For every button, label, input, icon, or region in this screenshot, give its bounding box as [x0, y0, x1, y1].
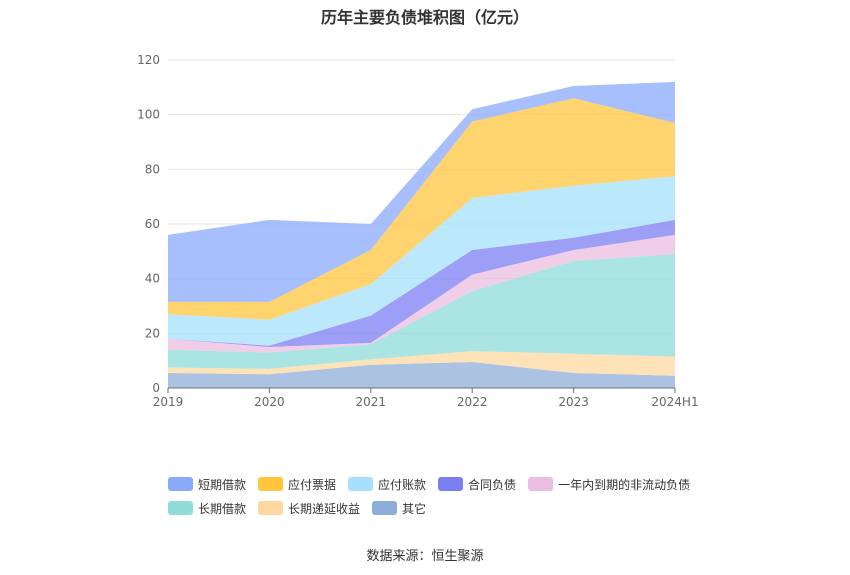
- legend-label: 短期借款: [198, 477, 247, 492]
- legend-swatch: [372, 501, 398, 515]
- y-tick-label: 100: [137, 108, 160, 122]
- legend-label: 应付票据: [288, 477, 337, 492]
- area-合同负债: [168, 219, 675, 347]
- legend-row: 长期借款 长期递延收益 其它: [168, 496, 728, 520]
- y-tick-label: 120: [137, 53, 160, 67]
- area-一年内到期的非流动负债: [168, 234, 675, 353]
- legend-item[interactable]: 长期借款: [168, 500, 246, 517]
- legend-item[interactable]: 长期递延收益: [258, 500, 360, 517]
- legend-swatch: [168, 501, 193, 515]
- legend-item[interactable]: 应付账款: [348, 476, 426, 493]
- x-tick-label: 2021: [356, 395, 387, 409]
- legend-label: 一年内到期的非流动负债: [558, 477, 691, 492]
- y-tick-label: 40: [145, 272, 160, 286]
- stacked-area-chart: 0 20 40 60 80 100 120 2019 2020 2021 2022 2023 2024H…: [137, 53, 699, 409]
- legend-label: 应付账款: [378, 477, 427, 492]
- chart-title: 历年主要负债堆积图（亿元）: [320, 8, 529, 27]
- legend-swatch: [258, 501, 284, 515]
- legend-swatch: [258, 477, 284, 491]
- y-tick-label: 0: [152, 381, 160, 395]
- legend-item[interactable]: 合同负债: [438, 476, 516, 493]
- legend-item[interactable]: 短期借款: [168, 476, 246, 493]
- x-tick-label: 2019: [153, 395, 184, 409]
- y-tick-label: 20: [145, 326, 160, 340]
- legend-label: 长期递延收益: [288, 501, 361, 516]
- area-长期借款: [168, 254, 675, 369]
- area-短期借款: [168, 81, 675, 302]
- x-tick-label: 2020: [254, 395, 285, 409]
- x-tick-label: 2024H1: [651, 395, 698, 409]
- area-应付账款: [168, 176, 675, 346]
- y-tick-label: 80: [145, 162, 160, 176]
- legend-label: 长期借款: [198, 501, 247, 516]
- x-tick-label: 2022: [457, 395, 488, 409]
- area-其它: [168, 362, 675, 388]
- legend-item[interactable]: 应付票据: [258, 476, 336, 493]
- x-tick-label: 2023: [558, 395, 589, 409]
- legend-label: 合同负债: [468, 477, 517, 492]
- data-source: 数据来源：恒生聚源: [366, 549, 484, 564]
- area-长期递延收益: [168, 351, 675, 376]
- legend-item[interactable]: 其它: [372, 500, 426, 517]
- legend-row: 短期借款 应付票据 应付账款 合同负债 一年内到期的非流动负债: [168, 472, 728, 496]
- legend-swatch: [348, 477, 374, 491]
- legend-swatch: [528, 477, 554, 491]
- legend-swatch: [168, 477, 193, 491]
- area-应付票据: [168, 98, 675, 320]
- legend: 短期借款 应付票据 应付账款 合同负债 一年内到期的非流动负债 长期借款 长期递延收益 其它: [168, 472, 728, 520]
- y-tick-label: 60: [145, 217, 160, 231]
- legend-label: 其它: [402, 501, 427, 516]
- legend-item[interactable]: 一年内到期的非流动负债: [528, 476, 690, 493]
- legend-swatch: [438, 477, 464, 491]
